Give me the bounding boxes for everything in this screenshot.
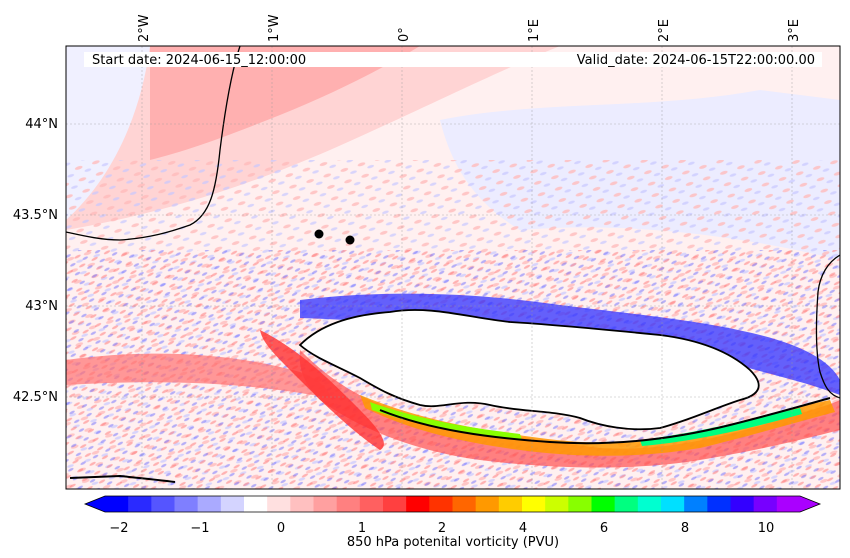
colorbar-segment: [359, 496, 384, 512]
colorbar-extend-high: [800, 496, 820, 512]
pv-positive-streak-west: [66, 353, 330, 398]
point-marker-1: [314, 229, 324, 239]
point-marker-2: [345, 235, 355, 245]
colorbar-segment: [290, 496, 314, 512]
colorbar-segment: [383, 496, 407, 512]
pv-positive-band-south: [299, 350, 840, 468]
colorbar-segment: [591, 496, 616, 512]
lat-label-43-5: 43.5°N: [13, 208, 58, 223]
header-strip: [84, 52, 822, 67]
colorbar-title: 850 hPa potenital vorticity (PVU): [347, 535, 559, 550]
start-date-label: Start date: 2024-06-15_12:00:00: [92, 53, 306, 68]
colorbar-tick-label: 10: [758, 521, 775, 536]
gridlines: [66, 46, 840, 489]
valid-date-label: Valid_date: 2024-06-15T22:00:00.00: [577, 53, 815, 68]
colorbar-segment: [522, 496, 546, 512]
pv-high-value-band: [360, 395, 835, 456]
colorbar-segment: [545, 496, 569, 512]
colorbar-segment: [128, 496, 152, 512]
colorbar-segment: [105, 496, 129, 512]
colorbar-segment: [244, 496, 268, 512]
pv-extreme-band: [370, 402, 522, 440]
colorbar-tick-label: 6: [600, 521, 608, 536]
colorbar-segment: [220, 496, 245, 512]
colorbar-tick-label: −1: [190, 521, 209, 536]
colorbar-segment: [498, 496, 523, 512]
terrain-mask: [300, 309, 759, 430]
lat-label-42-5: 42.5°N: [13, 390, 58, 405]
lon-label-2w: 2°W: [137, 14, 152, 42]
colorbar-segment: [753, 496, 778, 512]
colorbar-segment: [313, 496, 338, 512]
colorbar-tick-label: 8: [681, 521, 689, 536]
colorbar-outline: [83, 495, 822, 513]
colorbar-segment: [174, 496, 199, 512]
colorbar-segment: [151, 496, 175, 512]
colorbar-segment: [776, 496, 801, 512]
pv-strong-positive-region-nw: [150, 46, 420, 160]
colorbar-segment: [614, 496, 639, 512]
colorbar-tick-label: 2: [438, 521, 446, 536]
colorbar-segment: [475, 496, 500, 512]
pv-contour-line: [298, 309, 760, 431]
colorbar: [83, 495, 822, 513]
pv-contour-line-sw: [69, 474, 176, 483]
colorbar-tick-label: 1: [358, 521, 366, 536]
colorbar-segment: [684, 496, 708, 512]
colorbar-ticks: −2 −1 0 1 2 4 6 8 10: [109, 521, 774, 536]
coastline-biscay: [66, 46, 241, 241]
colorbar-segment: [637, 496, 662, 512]
colorbar-segment: [661, 496, 685, 512]
colorbar-segment: [707, 496, 731, 512]
pv-positive-streak-sw: [260, 330, 384, 450]
colorbar-segment: [730, 496, 755, 512]
colorbar-tick-label: −2: [109, 521, 128, 536]
colorbar-tick-label: 4: [519, 521, 527, 536]
lon-label-0: 0°: [397, 27, 412, 42]
colorbar-segment: [452, 496, 477, 512]
colorbar-segment: [267, 496, 291, 512]
colorbar-segment: [336, 496, 361, 512]
lon-label-1w: 1°W: [267, 14, 282, 42]
coastline-mediterranean: [815, 254, 840, 399]
lat-label-44: 44°N: [25, 117, 58, 132]
colorbar-extend-low: [85, 496, 105, 512]
colorbar-segment: [197, 496, 222, 512]
lon-label-3e: 3°E: [787, 19, 802, 42]
colorbar-segment: [568, 496, 592, 512]
pv-field: [66, 46, 840, 489]
colorbar-segment: [429, 496, 453, 512]
lat-label-43: 43°N: [25, 299, 58, 314]
lon-label-2e: 2°E: [657, 19, 672, 42]
map-frame: [65, 45, 841, 490]
colorbar-segment: [406, 496, 430, 512]
lon-label-1e: 1°E: [527, 19, 542, 42]
pv-contour-line-south: [379, 397, 831, 445]
colorbar-tick-label: 0: [277, 521, 285, 536]
